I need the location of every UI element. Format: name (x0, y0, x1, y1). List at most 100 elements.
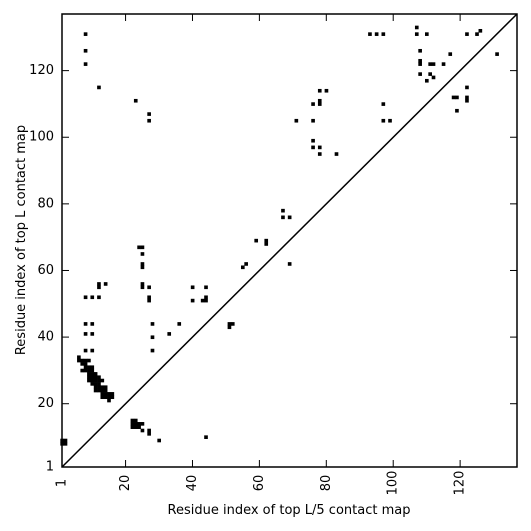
contact-point-upper (431, 75, 436, 80)
contact-point-lower (100, 385, 105, 390)
y-tick-label: 40 (37, 330, 54, 345)
contact-point-lower (77, 355, 81, 360)
contact-point-lower (107, 398, 111, 403)
contact-point-lower (97, 388, 101, 393)
contact-point-lower (140, 428, 145, 433)
contact-point-lower (133, 422, 138, 426)
contact-point-upper (381, 32, 386, 36)
contact-point-upper (374, 32, 379, 36)
contact-point-lower (147, 295, 151, 300)
contact-point-lower (97, 385, 101, 390)
contact-point-lower (227, 322, 232, 326)
contact-point-upper (441, 62, 446, 66)
contact-point-upper (368, 32, 372, 36)
contact-point-lower (140, 265, 145, 270)
contact-point-lower (83, 362, 88, 366)
contact-point-upper (311, 138, 315, 143)
contact-point-lower (87, 368, 91, 373)
contact-point-lower (97, 382, 101, 386)
contact-point-lower (97, 282, 101, 286)
contact-point-upper (428, 72, 432, 76)
contact-point-lower (100, 392, 105, 396)
contact-point-upper (334, 152, 339, 156)
contact-point-upper (311, 102, 315, 106)
contact-point-lower (77, 358, 81, 363)
contact-point-lower (80, 358, 85, 363)
contact-point-lower (97, 378, 101, 383)
contact-point-lower (87, 375, 91, 380)
contact-point-upper (418, 62, 422, 66)
contact-point-lower (83, 295, 88, 300)
contact-point-upper (418, 72, 422, 76)
x-tick-label: 1 (55, 479, 70, 487)
contact-point-upper (478, 28, 483, 33)
contact-point-lower (150, 335, 155, 340)
contact-point-upper (147, 112, 151, 116)
contact-point-upper (133, 98, 138, 103)
contact-point-lower (130, 418, 135, 423)
y-axis-label: Residue index of top L contact map (14, 125, 29, 355)
contact-point-lower (90, 365, 95, 370)
contact-point-lower (200, 298, 205, 303)
contact-point-lower (83, 368, 88, 373)
contact-point-lower (93, 382, 98, 386)
contact-point-lower (90, 295, 95, 300)
contact-point-lower (133, 418, 138, 423)
contact-point-upper (495, 52, 499, 56)
contact-point-lower (63, 442, 68, 446)
y-tick-label: 20 (37, 396, 54, 411)
contact-point-lower (90, 372, 95, 376)
x-tick-label: 60 (252, 475, 267, 492)
contact-point-upper (465, 95, 469, 100)
contact-point-lower (264, 242, 269, 246)
contact-point-lower (130, 425, 135, 429)
contact-point-upper (317, 88, 322, 93)
contact-point-upper (294, 118, 299, 123)
contact-point-upper (317, 98, 322, 103)
contact-point-lower (93, 372, 98, 376)
contact-point-lower (87, 358, 91, 363)
contact-point-lower (137, 425, 141, 429)
contact-point-lower (244, 262, 248, 266)
contact-point-lower (254, 238, 259, 243)
contact-point-upper (324, 88, 329, 93)
contact-point-lower (103, 282, 108, 286)
contact-point-upper (97, 85, 101, 90)
contact-point-lower (103, 388, 108, 393)
x-tick-label: 100 (386, 471, 401, 496)
contact-point-lower (140, 422, 145, 426)
contact-point-lower (240, 265, 245, 270)
contact-point-lower (147, 298, 151, 303)
contact-point-upper (414, 32, 419, 36)
contact-point-upper (455, 108, 459, 113)
contact-point-lower (150, 348, 155, 353)
contact-point-lower (103, 385, 108, 390)
contact-point-lower (87, 378, 91, 383)
contact-point-upper (311, 118, 315, 123)
contact-point-lower (103, 392, 108, 396)
contact-point-upper (425, 32, 429, 36)
contact-point-lower (107, 392, 111, 396)
contact-point-lower (93, 375, 98, 380)
contact-point-upper (425, 78, 429, 83)
y-tick-label: 100 (29, 130, 54, 145)
contact-point-lower (63, 438, 68, 443)
contact-points (60, 25, 499, 446)
contact-point-lower (147, 428, 151, 433)
plot-frame (61, 13, 518, 468)
contact-point-lower (90, 322, 95, 326)
contact-point-upper (414, 25, 419, 30)
contact-point-lower (281, 208, 285, 213)
contact-point-upper (83, 32, 88, 36)
x-tick-label: 120 (453, 471, 468, 496)
contact-point-upper (311, 145, 315, 150)
contact-point-lower (103, 395, 108, 400)
contact-point-upper (428, 62, 432, 66)
contact-point-upper (418, 58, 422, 63)
contact-point-upper (475, 32, 479, 36)
contact-point-upper (455, 95, 459, 100)
contact-point-lower (140, 245, 145, 250)
contact-point-lower (204, 285, 208, 290)
contact-point-lower (227, 325, 232, 330)
